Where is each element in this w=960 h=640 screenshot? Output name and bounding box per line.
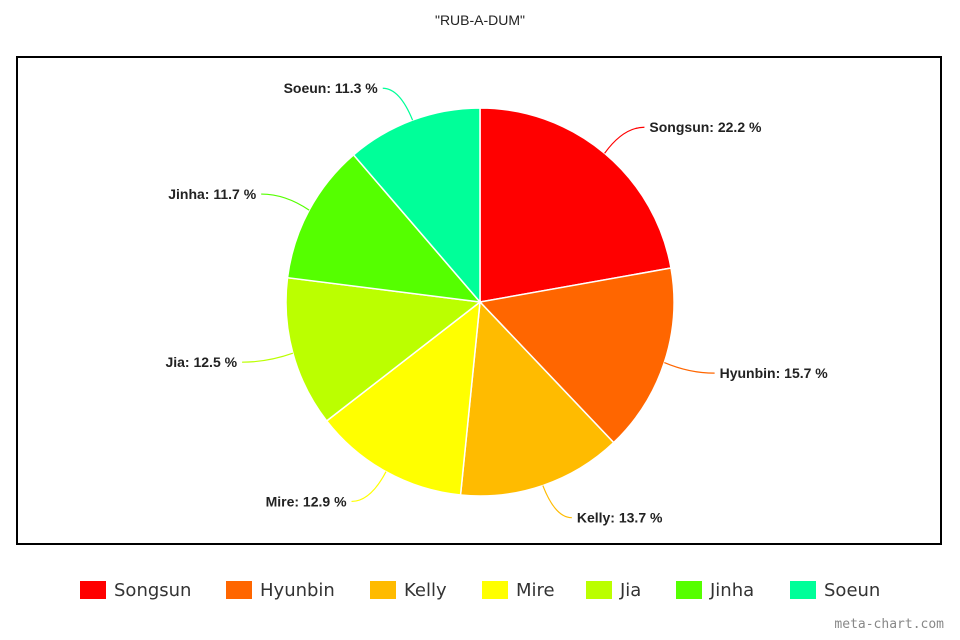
legend-label: Soeun	[824, 579, 881, 601]
pie-chart: Songsun: 22.2 % Hyunbin: 15.7 % Kelly: 13.…	[165, 80, 829, 526]
leader-line-mire	[351, 471, 387, 503]
legend-item-songsun[interactable]: Songsun	[80, 578, 191, 602]
legend-label: Hyunbin	[260, 579, 335, 601]
legend-label: Songsun	[114, 579, 192, 601]
legend-label: Mire	[516, 579, 555, 601]
legend-swatch	[790, 581, 816, 599]
leader-line-hyunbin	[664, 361, 715, 374]
legend-item-jia[interactable]: Jia	[586, 578, 641, 602]
data-label-jia: Jia: 12.5 %	[165, 354, 237, 370]
legend: Songsun Hyunbin Kelly Mire Jia Jinha Soeun	[0, 578, 960, 604]
legend-swatch	[80, 581, 106, 599]
data-label-kelly: Kelly: 13.7 %	[577, 510, 663, 526]
pie-slice-jia	[285, 276, 482, 422]
watermark: meta-chart.com	[834, 617, 944, 632]
plot-area: Songsun: 22.2 % Hyunbin: 15.7 % Kelly: 13.…	[16, 56, 942, 545]
leader-line-jinha	[261, 193, 310, 211]
legend-label: Kelly	[404, 579, 447, 601]
leader-line-jia	[242, 352, 294, 363]
data-label-songsun: Songsun: 22.2 %	[649, 119, 762, 135]
data-label-mire: Mire: 12.9 %	[266, 493, 347, 509]
pie-slice-jinha	[286, 153, 482, 303]
legend-swatch	[676, 581, 702, 599]
legend-swatch	[226, 581, 252, 599]
legend-item-mire[interactable]: Mire	[482, 578, 555, 602]
leader-line-songsun	[604, 126, 645, 154]
legend-label: Jinha	[710, 579, 755, 601]
legend-item-kelly[interactable]: Kelly	[370, 578, 447, 602]
legend-item-jinha[interactable]: Jinha	[676, 578, 754, 602]
pie-slice-kelly	[459, 300, 615, 497]
data-label-jinha: Jinha: 11.7 %	[168, 186, 256, 202]
legend-item-hyunbin[interactable]: Hyunbin	[226, 578, 335, 602]
chart-title: "RUB-A-DUM"	[434, 12, 526, 28]
pie-slice-songsun	[479, 107, 672, 303]
leader-line-soeun	[382, 87, 414, 121]
data-label-soeun: Soeun: 11.3 %	[284, 80, 379, 96]
legend-swatch	[586, 581, 612, 599]
legend-item-soeun[interactable]: Soeun	[790, 578, 880, 602]
legend-label: Jia	[620, 579, 642, 601]
legend-swatch	[482, 581, 508, 599]
legend-swatch	[370, 581, 396, 599]
data-label-hyunbin: Hyunbin: 15.7 %	[720, 365, 829, 381]
leader-line-kelly	[542, 485, 572, 519]
pie-slice-hyunbin	[478, 267, 675, 444]
